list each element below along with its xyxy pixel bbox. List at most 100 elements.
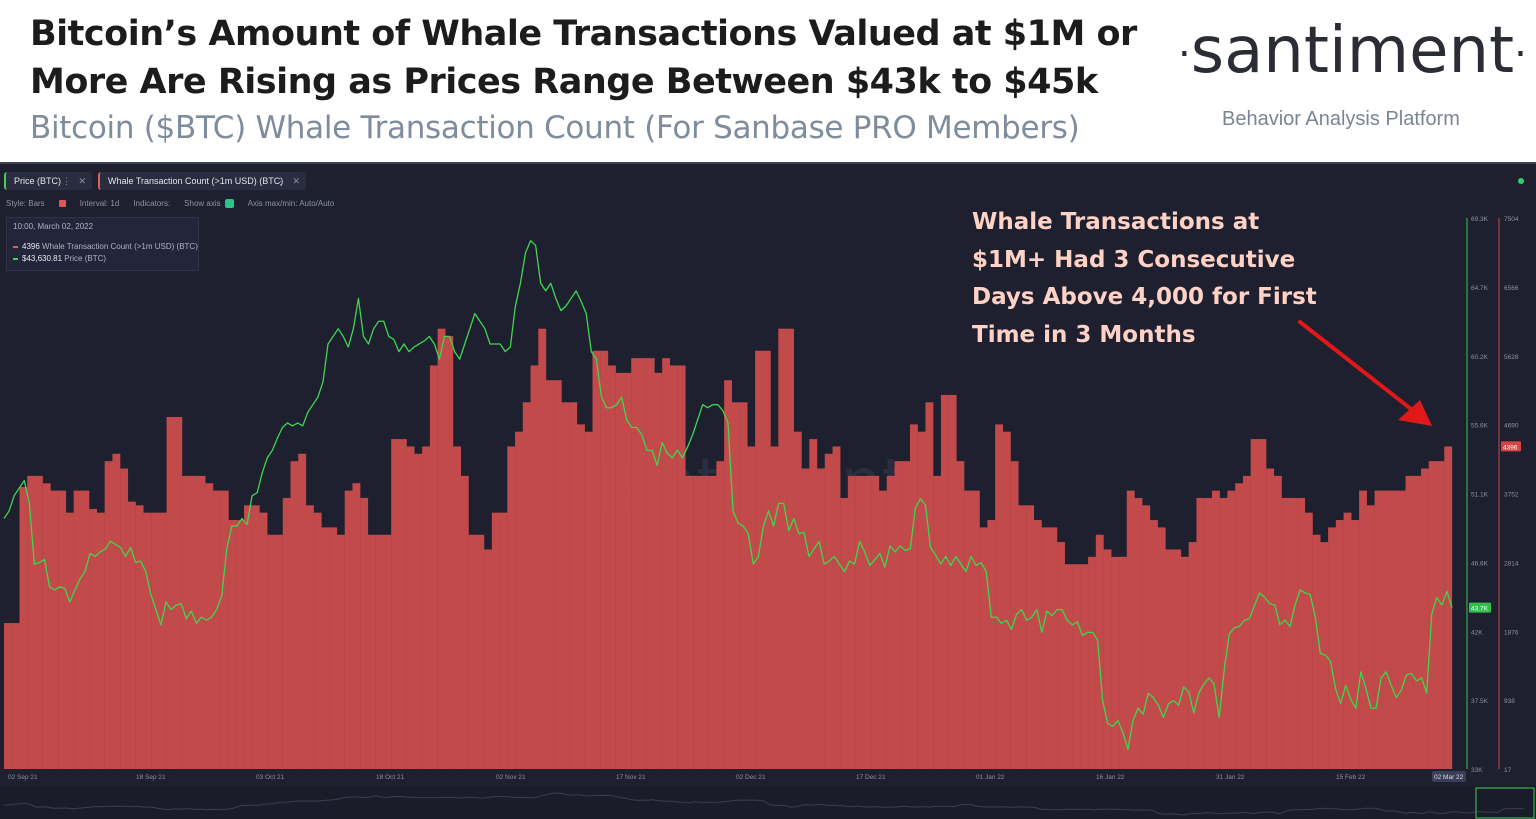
whale-bar <box>437 328 446 769</box>
whale-bar <box>1119 556 1127 769</box>
whale-bar <box>73 490 82 769</box>
whale-bar <box>81 490 90 769</box>
x-axis-tick-label: 02 Mar 22 <box>1434 774 1464 781</box>
whale-bar <box>801 468 810 769</box>
whale-bar <box>1150 520 1158 769</box>
chart-subtitle: Bitcoin ($BTC) Whale Transaction Count (… <box>30 110 1080 146</box>
whale-bar <box>236 520 245 769</box>
whale-bar <box>1258 439 1267 769</box>
tab-whale-transactions[interactable]: Whale Transaction Count (>1m USD) (BTC) ⋮… <box>98 172 306 190</box>
price-line <box>3 240 1453 750</box>
whale-bar <box>778 328 787 769</box>
whale-bar <box>344 490 353 769</box>
whale-bar <box>577 424 585 769</box>
whale-bar <box>34 475 43 769</box>
whale-bar <box>530 365 539 769</box>
whale-bar <box>251 505 260 769</box>
axis-mode-dropdown[interactable]: Axis max/min: Auto/Auto <box>247 199 335 208</box>
whale-bar <box>1382 490 1391 769</box>
whale-axis-tick-label: 7504 <box>1504 216 1519 223</box>
whale-bar <box>352 483 361 769</box>
whale-bar <box>708 475 717 769</box>
whale-bar <box>925 402 934 769</box>
navigator-line <box>3 792 1525 816</box>
whale-bar <box>329 527 338 769</box>
style-dropdown[interactable]: Style: Bars <box>6 199 45 208</box>
whale-bar <box>1033 520 1042 769</box>
whale-bar <box>197 475 206 769</box>
whale-bar <box>460 475 469 769</box>
whale-bar <box>1397 490 1406 769</box>
whale-bar <box>1173 549 1182 769</box>
tab-price-label: Price (BTC) <box>14 176 61 186</box>
status-dot-icon <box>1518 178 1524 184</box>
close-icon[interactable]: ⋮ ✕ <box>275 176 300 186</box>
whale-bar <box>662 358 671 769</box>
chart-tooltip: 10:00, March 02, 2022 4396 Whale Transac… <box>6 217 199 271</box>
tab-price[interactable]: Price (BTC) ⋮ ✕ <box>4 172 92 190</box>
whale-bar <box>592 350 601 769</box>
whale-bar <box>747 446 756 769</box>
interval-dropdown[interactable]: Interval: 1d <box>79 199 120 208</box>
whale-bar <box>538 328 547 769</box>
whale-bar <box>267 534 276 769</box>
price-axis-tick-label: 60.2K <box>1471 354 1489 361</box>
whale-bar <box>522 402 531 769</box>
whale-bar <box>793 431 802 769</box>
whale-bar <box>755 350 763 769</box>
whale-bar <box>878 490 887 769</box>
whale-bar <box>786 328 794 769</box>
whale-bar <box>1242 475 1251 769</box>
whale-bar <box>1297 497 1306 769</box>
whale-bar <box>1428 461 1437 769</box>
show-axis-checkbox[interactable] <box>224 199 234 209</box>
whale-bar <box>863 475 872 769</box>
whale-bar <box>104 461 113 769</box>
x-axis-current-badge <box>1432 771 1466 782</box>
whale-bar <box>824 453 833 769</box>
whale-bar <box>1211 490 1220 769</box>
whale-bar <box>4 623 12 769</box>
whale-bar <box>1165 549 1174 769</box>
whale-bar <box>414 453 423 769</box>
whale-bar <box>685 475 694 769</box>
whale-bar <box>282 497 291 769</box>
whale-bar <box>762 350 771 769</box>
whale-bar <box>1444 446 1453 769</box>
whale-bar <box>1312 534 1321 769</box>
whale-bar <box>832 446 841 769</box>
whale-bar <box>507 446 516 769</box>
whale-bar <box>205 483 214 769</box>
whale-bar <box>422 446 431 769</box>
whale-bar <box>476 534 485 769</box>
whale-bar <box>1204 497 1213 769</box>
indicators-dropdown[interactable]: Indicators: <box>133 199 171 208</box>
whale-bar <box>948 394 957 769</box>
whale-bar <box>716 461 725 769</box>
color-swatch-icon[interactable] <box>58 200 66 208</box>
whale-bar <box>979 527 988 769</box>
whale-bar <box>166 417 175 769</box>
whale-bar <box>468 534 477 769</box>
whale-bar <box>638 358 647 769</box>
whale-bar <box>1157 527 1166 769</box>
whale-bar <box>1057 542 1065 769</box>
close-icon[interactable]: ⋮ ✕ <box>61 176 86 186</box>
whale-bar <box>817 468 825 769</box>
whale-bar <box>228 520 237 769</box>
tooltip-whale-row: 4396 Whale Transaction Count (>1m USD) (… <box>13 242 198 251</box>
whale-bar <box>143 512 152 769</box>
whale-bar <box>58 490 67 769</box>
whale-bar <box>848 475 856 769</box>
whale-bar <box>515 431 523 769</box>
whale-bar <box>584 431 593 769</box>
whale-bar <box>120 468 129 769</box>
whale-bar <box>546 380 554 769</box>
whale-bar <box>1421 468 1429 769</box>
price-axis-tick-label: 55.6K <box>1471 423 1489 430</box>
chart-title: Bitcoin’s Amount of Whale Transactions V… <box>30 14 1137 102</box>
tooltip-price-row: $43,630.81 Price (BTC) <box>13 254 106 263</box>
whale-bar <box>11 623 20 769</box>
x-axis-tick-label: 02 Nov 21 <box>496 774 526 781</box>
whale-bar <box>1374 490 1383 769</box>
